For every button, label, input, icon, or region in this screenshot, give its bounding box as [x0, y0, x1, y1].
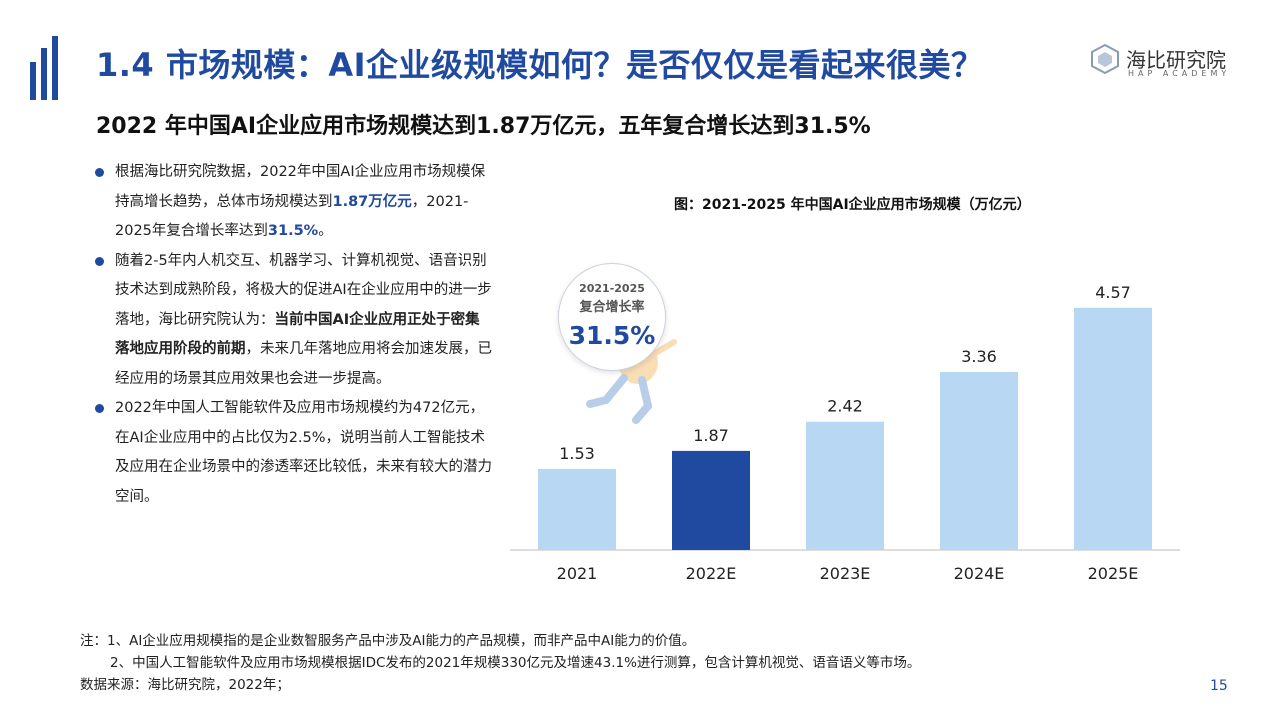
- bullet-3-text: 2022年中国人工智能软件及应用市场规模约为472亿元，在AI企业应用中的占比仅…: [115, 400, 492, 505]
- cagr-badge-label: 复合增长率: [579, 300, 645, 315]
- chart-title: 图：2021-2025 年中国AI企业应用市场规模（万亿元）: [674, 197, 1031, 213]
- bullet-1-highlight-cagr: 31.5%: [267, 223, 319, 239]
- category-label-2022E: 2022E: [686, 564, 737, 583]
- cagr-badge: 2021-2025 复合增长率 31.5%: [558, 263, 666, 371]
- bar-2022E: [672, 450, 750, 550]
- bullet-item-2: 随着2-5年内人机交互、机器学习、计算机视觉、语音识别技术达到成熟阶段，将极大的…: [93, 247, 493, 395]
- page-title: 1.4 市场规模：AI企业级规模如何？是否仅仅是看起来很美？: [96, 46, 984, 84]
- bullet-1-highlight-size: 1.87万亿元: [332, 193, 412, 210]
- page-number: 15: [1210, 678, 1228, 694]
- footnote-1: 注：1、AI企业应用规模指的是企业数智服务产品中涉及AI能力的产品规模，而非产品…: [80, 633, 696, 649]
- bar-2023E: [806, 421, 884, 550]
- bullet-item-3: 2022年中国人工智能软件及应用市场规模约为472亿元，在AI企业应用中的占比仅…: [93, 394, 493, 512]
- hap-logo-cube-icon: [1091, 44, 1119, 74]
- cagr-badge-years: 2021-2025: [579, 282, 645, 295]
- hap-logo: 海比研究院 HAP ACADEMY: [1090, 42, 1240, 82]
- bullet-2-bold: 当前中国AI企业应用正处于密集落地应用阶段的前期: [115, 311, 480, 358]
- value-label-2022E: 1.87: [693, 426, 729, 445]
- bar-2021: [538, 468, 616, 550]
- market-size-bar-chart: 1.53 2021 1.87 2022E 2.42 2023E 3.36 2024E 4.57 2…: [510, 283, 1180, 583]
- value-label-2024E: 3.36: [961, 347, 997, 366]
- bullet-dot-icon: [95, 256, 104, 266]
- logo-chinese-name: 海比研究院: [1126, 48, 1226, 72]
- bullet-1-text-3: 。: [318, 223, 333, 239]
- category-label-2024E: 2024E: [954, 564, 1005, 583]
- footnotes: 注：1、AI企业应用规模指的是企业数智服务产品中涉及AI能力的产品规模，而非产品…: [80, 630, 920, 696]
- bullet-2-text-2: ，未来几年落地应用将会加速发展，已经应用的场景其应用效果也会进一步提高。: [115, 341, 492, 387]
- cagr-badge-value: 31.5%: [568, 321, 656, 350]
- bullet-dot-icon: [95, 404, 104, 413]
- category-label-2021: 2021: [557, 564, 598, 583]
- value-label-2023E: 2.42: [827, 397, 863, 416]
- bullet-item-1: 根据海比研究院数据，2022年中国AI企业应用市场规模保持高增长趋势，总体市场规…: [93, 158, 493, 247]
- value-label-2021: 1.53: [559, 444, 595, 463]
- footnote-2: 2、中国人工智能软件及应用市场规模根据IDC发布的2021年规模330亿元及增速…: [110, 655, 921, 671]
- bar-2025E: [1074, 307, 1152, 550]
- bullet-list: 根据海比研究院数据，2022年中国AI企业应用市场规模保持高增长趋势，总体市场规…: [93, 158, 493, 512]
- data-source: 数据来源：海比研究院，2022年；: [80, 677, 290, 693]
- section-subtitle: 2022 年中国AI企业应用市场规模达到1.87万亿元，五年复合增长达到31.5…: [96, 114, 871, 139]
- bullet-dot-icon: [95, 168, 104, 177]
- bullet-2-text: 随着2-5年内人机交互、机器学习、计算机视觉、语音识别技术达到成熟阶段，将极大的…: [115, 252, 492, 328]
- value-label-2025E: 4.57: [1095, 283, 1131, 302]
- logo-english-name: HAP ACADEMY: [1128, 69, 1231, 78]
- header-decoration-bars: [30, 28, 70, 100]
- bullet-1-text-2: ，2021-2025年复合增长率达到: [115, 193, 469, 240]
- category-label-2023E: 2023E: [820, 564, 871, 583]
- category-label-2025E: 2025E: [1088, 564, 1139, 583]
- bar-2024E: [940, 371, 1018, 550]
- bullet-1-text: 根据海比研究院数据，2022年中国AI企业应用市场规模保持高增长趋势，总体市场规…: [115, 164, 486, 210]
